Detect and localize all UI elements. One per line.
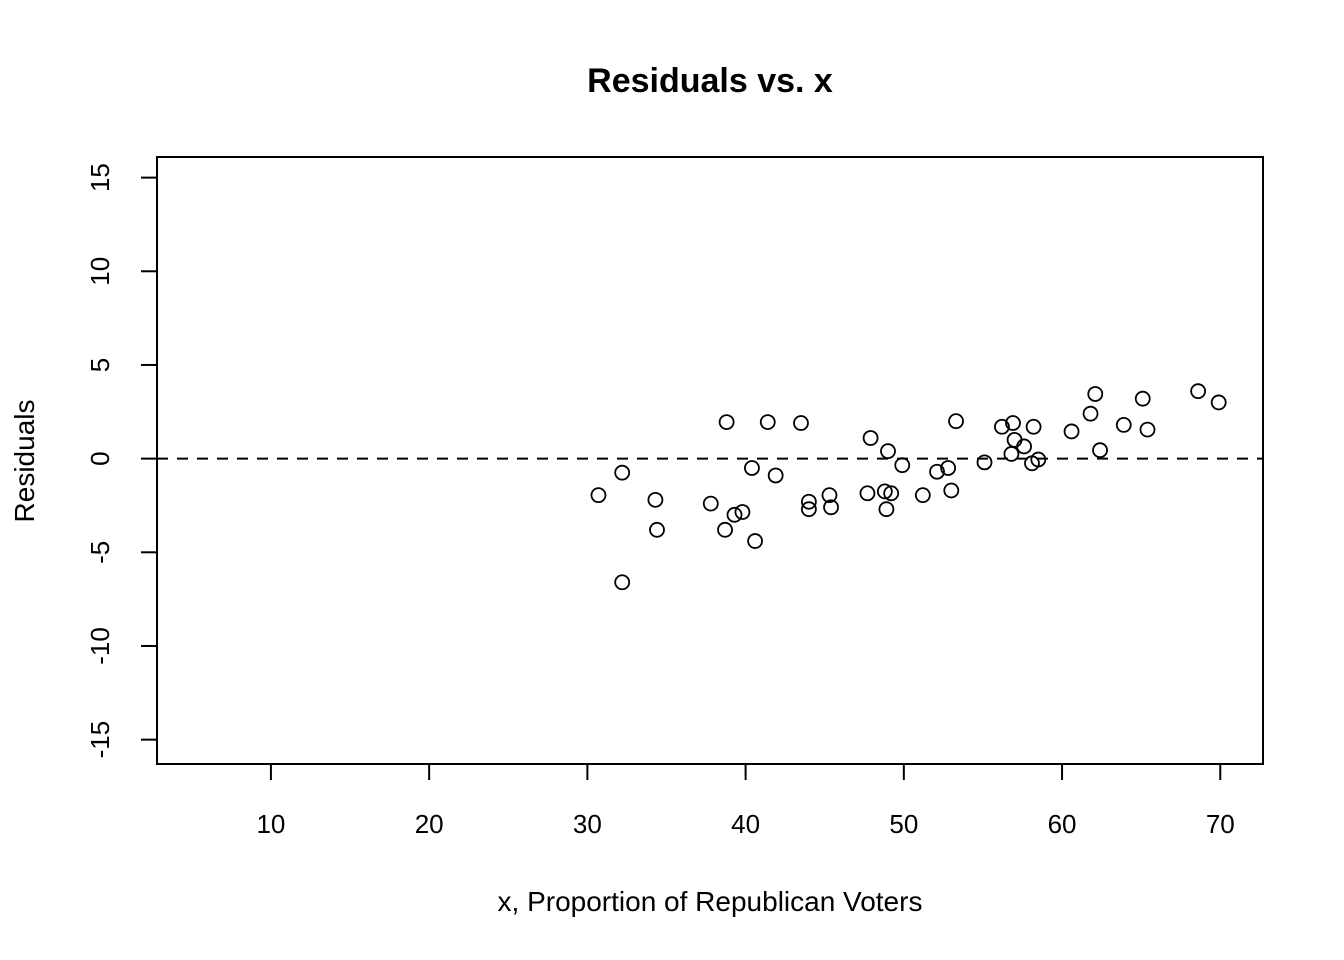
data-points bbox=[591, 384, 1225, 589]
plot-frame bbox=[157, 157, 1263, 764]
data-point bbox=[648, 493, 662, 507]
data-point bbox=[860, 486, 874, 500]
data-point bbox=[720, 415, 734, 429]
y-tick-label: 10 bbox=[85, 257, 115, 286]
x-tick-label: 30 bbox=[573, 809, 602, 839]
data-point bbox=[1065, 424, 1079, 438]
data-point bbox=[745, 461, 759, 475]
data-point bbox=[591, 488, 605, 502]
data-point bbox=[1027, 420, 1041, 434]
y-tick-label: -15 bbox=[85, 721, 115, 759]
data-point bbox=[748, 534, 762, 548]
y-tick-label: 15 bbox=[85, 163, 115, 192]
data-point bbox=[944, 483, 958, 497]
x-axis: 10 20 30 40 50 60 70 bbox=[256, 764, 1234, 839]
data-point bbox=[1140, 423, 1154, 437]
data-point bbox=[615, 466, 629, 480]
data-point bbox=[978, 455, 992, 469]
data-point bbox=[1191, 384, 1205, 398]
x-tick-label: 60 bbox=[1048, 809, 1077, 839]
x-tick-label: 10 bbox=[256, 809, 285, 839]
data-point bbox=[718, 523, 732, 537]
data-point bbox=[895, 458, 909, 472]
y-tick-label: 5 bbox=[85, 358, 115, 372]
data-point bbox=[704, 497, 718, 511]
x-axis-label: x, Proportion of Republican Voters bbox=[498, 886, 923, 917]
data-point bbox=[1008, 433, 1022, 447]
y-tick-label: -5 bbox=[85, 541, 115, 564]
y-tick-label: -10 bbox=[85, 627, 115, 665]
x-tick-label: 50 bbox=[889, 809, 918, 839]
data-point bbox=[1088, 387, 1102, 401]
x-tick-label: 40 bbox=[731, 809, 760, 839]
data-point bbox=[881, 444, 895, 458]
data-point bbox=[650, 523, 664, 537]
y-axis-label: Residuals bbox=[9, 400, 40, 523]
data-point bbox=[879, 502, 893, 516]
data-point bbox=[735, 505, 749, 519]
data-point bbox=[1084, 407, 1098, 421]
data-point bbox=[728, 508, 742, 522]
data-point bbox=[1004, 447, 1018, 461]
x-tick-label: 70 bbox=[1206, 809, 1235, 839]
data-point bbox=[1117, 418, 1131, 432]
data-point bbox=[1136, 392, 1150, 406]
y-tick-label: 0 bbox=[85, 451, 115, 465]
data-point bbox=[1093, 443, 1107, 457]
data-point bbox=[1212, 395, 1226, 409]
y-axis: -15 -10 -5 0 5 10 15 bbox=[85, 163, 157, 758]
x-tick-label: 20 bbox=[415, 809, 444, 839]
data-point bbox=[916, 488, 930, 502]
data-point bbox=[761, 415, 775, 429]
data-point bbox=[1017, 439, 1031, 453]
chart-title: Residuals vs. x bbox=[587, 62, 833, 100]
data-point bbox=[615, 575, 629, 589]
data-point bbox=[864, 431, 878, 445]
data-point bbox=[949, 414, 963, 428]
data-point bbox=[794, 416, 808, 430]
data-point bbox=[769, 468, 783, 482]
